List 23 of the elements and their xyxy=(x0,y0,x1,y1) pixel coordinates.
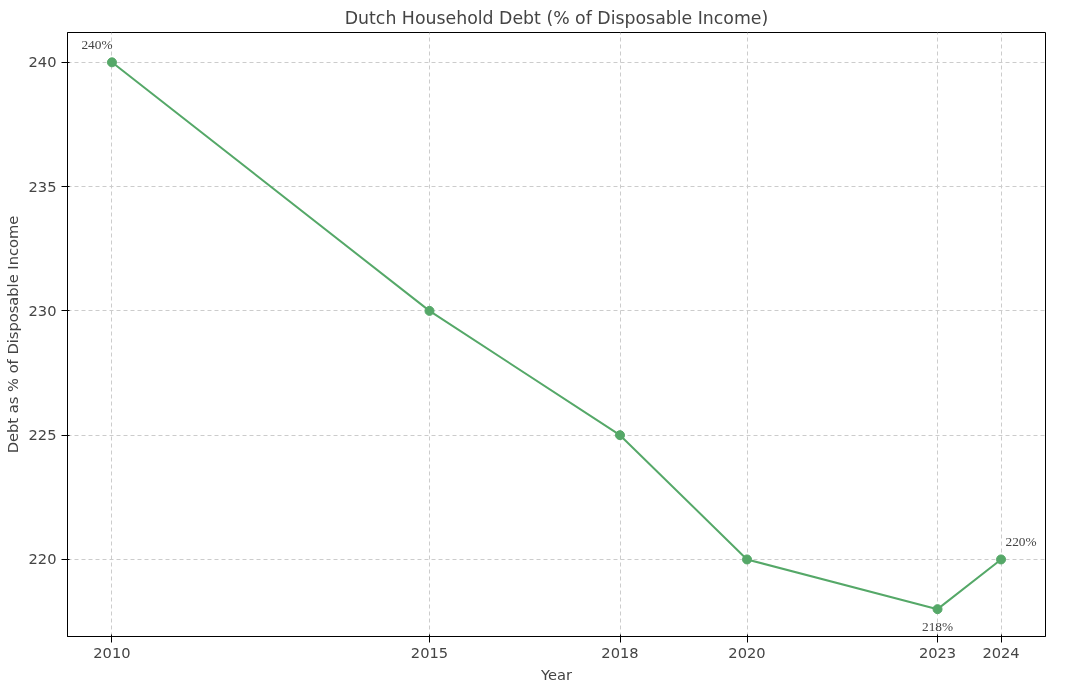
y-tick-label: 220 xyxy=(28,550,57,568)
point xyxy=(742,554,753,565)
data-label: 240% xyxy=(81,37,113,53)
y-tick-label: 235 xyxy=(28,177,57,195)
y-axis-title: Debt as % of Disposable Income xyxy=(3,215,21,454)
x-tick-label: 2010 xyxy=(93,643,131,661)
x-tick-label: 2015 xyxy=(410,643,449,661)
y-tick-label: 225 xyxy=(28,426,57,444)
point xyxy=(106,57,117,68)
y-tick-label: 240 xyxy=(28,53,57,71)
point xyxy=(615,430,626,441)
x-axis-title: Year xyxy=(539,665,573,683)
point xyxy=(424,305,435,316)
chart-title: Dutch Household Debt (% of Disposable Income) xyxy=(344,7,769,28)
y-tick-label: 230 xyxy=(28,301,57,319)
data-label: 218% xyxy=(921,619,954,635)
x-tick-label: 2020 xyxy=(728,643,766,661)
data-label: 220% xyxy=(1005,534,1037,550)
point xyxy=(932,604,943,615)
x-tick-label: 2018 xyxy=(601,643,639,661)
x-tick-label: 2023 xyxy=(918,643,957,661)
point xyxy=(996,554,1007,565)
x-tick-label: 2024 xyxy=(982,643,1020,661)
